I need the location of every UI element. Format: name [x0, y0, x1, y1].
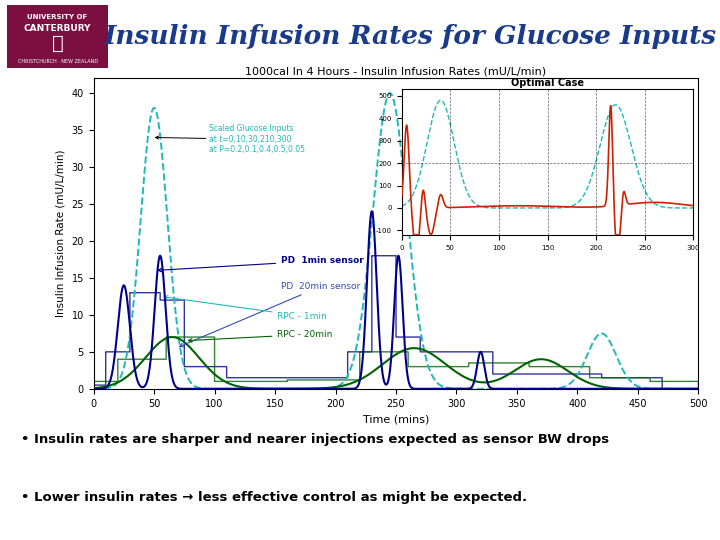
- Text: 🛡: 🛡: [52, 35, 63, 53]
- Title: 1000cal In 4 Hours - Insulin Infusion Rates (mU/L/min): 1000cal In 4 Hours - Insulin Infusion Ra…: [246, 66, 546, 76]
- Text: • Insulin rates are sharper and nearer injections expected as sensor BW drops: • Insulin rates are sharper and nearer i…: [22, 433, 609, 447]
- Text: UNIVERSITY OF: UNIVERSITY OF: [27, 14, 88, 19]
- Text: CHRISTCHURCH · NEW ZEALAND: CHRISTCHURCH · NEW ZEALAND: [17, 59, 98, 64]
- Text: CANTERBURY: CANTERBURY: [24, 24, 91, 33]
- FancyBboxPatch shape: [7, 5, 108, 68]
- X-axis label: Time (mins): Time (mins): [363, 414, 429, 424]
- Text: PD  20min sensor: PD 20min sensor: [179, 282, 360, 347]
- Y-axis label: Insulin Infusion Rate (mU/L/min): Insulin Infusion Rate (mU/L/min): [56, 150, 66, 318]
- Text: RPC - 1min: RPC - 1min: [164, 295, 327, 321]
- Text: PD  1min sensor: PD 1min sensor: [158, 256, 364, 272]
- Text: Scaled Glucose Inputs
at t=0,10,30,210,300
at P=0.2,0.1,0.4,0.5,0.05: Scaled Glucose Inputs at t=0,10,30,210,3…: [156, 124, 305, 154]
- Text: • Lower insulin rates → less effective control as might be expected.: • Lower insulin rates → less effective c…: [22, 491, 528, 504]
- Text: Insulin Infusion Rates for Glucose Inputs: Insulin Infusion Rates for Glucose Input…: [104, 24, 717, 49]
- Title: Optimal Case: Optimal Case: [511, 78, 584, 89]
- Text: RPC - 20min: RPC - 20min: [189, 330, 333, 342]
